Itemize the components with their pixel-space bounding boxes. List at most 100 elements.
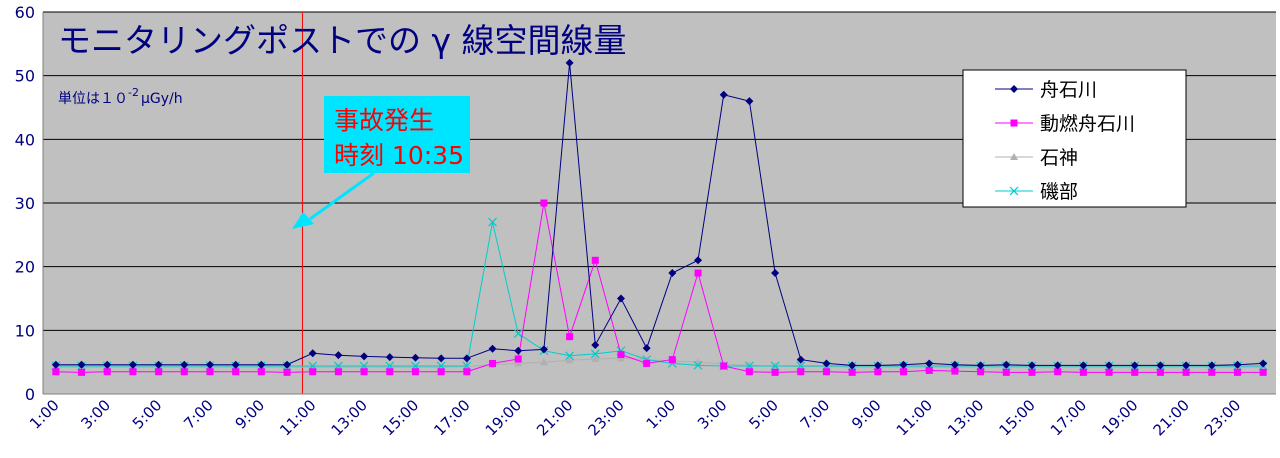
data-point <box>771 269 780 278</box>
data-point <box>1156 368 1164 376</box>
data-point <box>283 368 291 376</box>
x-tick-label: 7:00 <box>180 396 217 433</box>
data-point <box>1131 368 1139 376</box>
x-tick-label: 3:00 <box>77 396 114 433</box>
data-point <box>334 351 343 360</box>
data-point <box>617 351 625 359</box>
data-point <box>643 359 651 367</box>
y-tick-label: 20 <box>15 258 35 277</box>
x-tick-label: 1:00 <box>643 396 680 433</box>
data-point <box>78 368 86 376</box>
data-point <box>668 269 677 278</box>
data-point <box>231 360 240 369</box>
data-point <box>257 368 265 376</box>
data-point <box>694 256 703 265</box>
legend-label: 動燃舟石川 <box>1040 113 1135 135</box>
y-tick-label: 10 <box>15 321 35 340</box>
data-point <box>206 368 214 376</box>
unit-suffix: μGy/h <box>141 91 183 107</box>
data-point <box>513 329 523 338</box>
data-point <box>565 58 574 67</box>
x-tick-label: 11:00 <box>276 396 319 439</box>
data-point <box>489 359 497 367</box>
data-point <box>1010 153 1018 160</box>
legend-item: 舟石川 <box>995 79 1097 101</box>
data-point <box>205 360 214 369</box>
data-point <box>1105 361 1114 370</box>
data-point <box>488 217 497 227</box>
data-point <box>720 362 728 370</box>
data-point <box>770 361 780 371</box>
data-point <box>1079 368 1087 376</box>
data-point <box>129 368 137 376</box>
annotation-line2: 時刻 10:35 <box>334 141 464 170</box>
data-point <box>874 368 882 376</box>
data-point <box>951 367 959 375</box>
annotation-line1: 事故発生 <box>334 106 434 135</box>
legend-label: 舟石川 <box>1040 79 1097 101</box>
data-point <box>976 361 985 370</box>
data-point <box>514 359 523 367</box>
legend-label: 石神 <box>1040 147 1078 169</box>
unit-exponent: -2 <box>128 86 139 99</box>
y-tick-label: 30 <box>15 194 35 213</box>
x-tick-label: 15:00 <box>379 396 422 439</box>
data-point <box>822 359 831 368</box>
data-point <box>591 256 599 264</box>
data-point <box>1259 359 1268 368</box>
chart-title: モニタリングポストでの γ 線空間線量 <box>58 21 627 60</box>
x-tick-label: 13:00 <box>944 396 987 439</box>
data-point <box>950 360 959 369</box>
data-point <box>745 97 754 106</box>
series-line <box>55 357 1264 368</box>
data-point <box>155 368 163 376</box>
data-point <box>899 360 908 369</box>
series-line <box>55 202 1264 373</box>
data-point <box>257 360 266 369</box>
data-point <box>1233 368 1241 376</box>
data-point <box>283 360 292 369</box>
annotation-arrow-head <box>292 212 314 229</box>
series-line <box>55 62 1264 366</box>
data-point <box>308 349 317 358</box>
data-point <box>51 360 60 369</box>
data-point <box>1105 368 1113 376</box>
legend-box <box>962 69 1187 208</box>
data-point <box>797 368 805 376</box>
data-point <box>925 366 933 374</box>
data-point <box>719 90 728 99</box>
legend-item: 磯部 <box>995 181 1078 203</box>
data-point <box>1009 186 1019 196</box>
data-point <box>1028 368 1036 376</box>
x-tick-label: 5:00 <box>745 396 782 433</box>
data-point <box>103 360 112 369</box>
data-point <box>591 354 600 362</box>
data-point <box>334 368 342 376</box>
data-point <box>925 359 934 368</box>
data-point <box>1130 361 1139 370</box>
x-tick-label: 23:00 <box>584 396 627 439</box>
data-point <box>232 368 240 376</box>
data-point <box>437 354 446 363</box>
data-point <box>1053 361 1062 370</box>
y-tick-label: 0 <box>25 385 35 404</box>
data-point <box>616 294 625 303</box>
data-point <box>1182 368 1190 376</box>
x-tick-label: 7:00 <box>797 396 834 433</box>
data-point <box>694 269 702 277</box>
x-tick-label: 15:00 <box>995 396 1038 439</box>
data-point <box>360 352 369 361</box>
x-tick-label: 23:00 <box>1201 396 1244 439</box>
y-tick-label: 50 <box>15 67 35 86</box>
y-tick-label: 40 <box>15 130 35 149</box>
y-axis: 0 10 20 30 40 50 60 <box>15 3 1276 404</box>
data-point <box>873 361 882 370</box>
series-1 <box>52 199 1267 376</box>
data-point <box>1010 85 1018 93</box>
data-point <box>590 349 600 359</box>
data-point <box>539 345 548 354</box>
x-tick-label: 11:00 <box>893 396 936 439</box>
data-point <box>462 354 471 363</box>
grid-lines <box>43 11 1276 331</box>
